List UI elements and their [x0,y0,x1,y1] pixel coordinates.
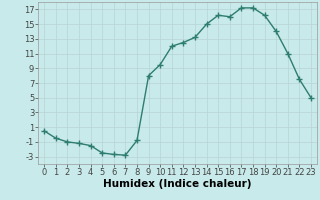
X-axis label: Humidex (Indice chaleur): Humidex (Indice chaleur) [103,179,252,189]
